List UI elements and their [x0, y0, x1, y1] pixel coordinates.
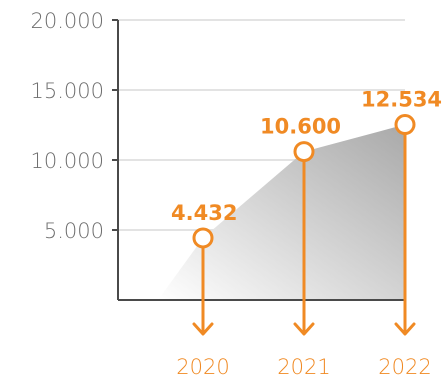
- y-tick-label: 5.000: [44, 219, 104, 243]
- x-tick-label: 2021: [277, 355, 330, 379]
- circle-marker-icon: [192, 227, 214, 249]
- circle-marker-icon: [394, 114, 416, 136]
- data-label: 12.534: [361, 88, 442, 112]
- data-label: 4.432: [171, 201, 237, 225]
- data-label: 10.600: [260, 115, 341, 139]
- axis-layer: [112, 19, 405, 301]
- label-layer: 5.000 10.000 15.000 20.000 4.432 2020 10.600 20…: [31, 9, 443, 379]
- area-fill: [158, 124, 405, 300]
- area-layer: [158, 124, 405, 300]
- arrow-down-icon: [192, 322, 214, 336]
- y-tick-label: 15.000: [31, 79, 104, 103]
- arrow-down-icon: [293, 322, 315, 336]
- arrow-down-icon: [394, 322, 416, 336]
- x-tick-label: 2020: [176, 355, 229, 379]
- stem-layer: [192, 114, 416, 336]
- y-tick-label: 10.000: [31, 149, 104, 173]
- circle-marker-icon: [293, 141, 315, 163]
- y-tick-label: 20.000: [31, 9, 104, 33]
- x-tick-label: 2022: [378, 355, 431, 379]
